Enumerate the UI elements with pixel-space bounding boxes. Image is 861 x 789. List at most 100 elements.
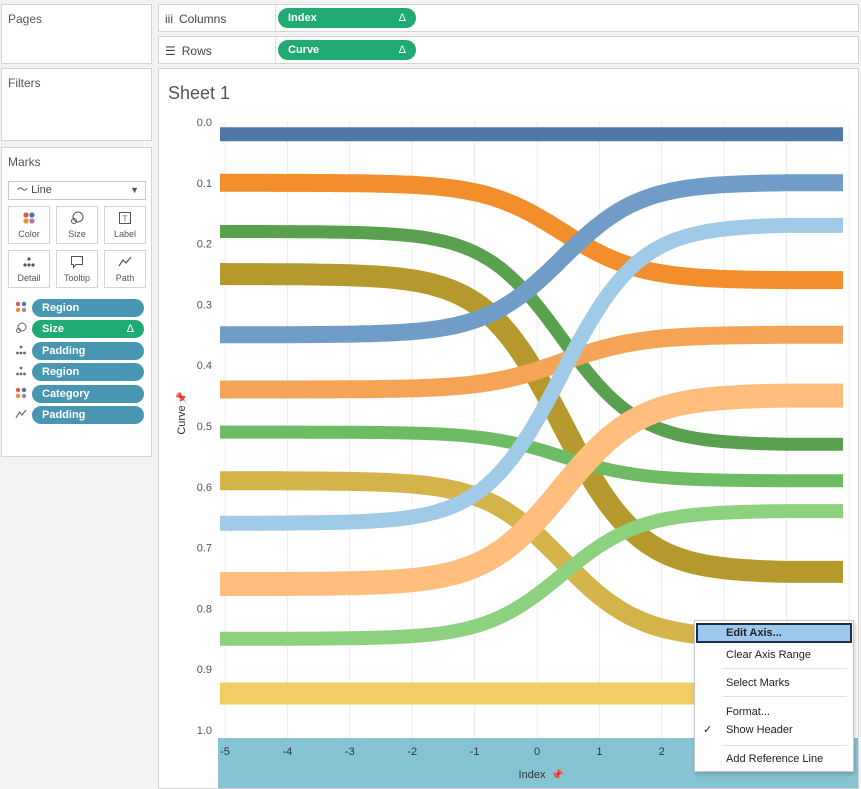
size-icon: [12, 322, 30, 337]
x-tick-label: -1: [470, 746, 480, 758]
path-icon: [12, 408, 30, 423]
pages-card[interactable]: Pages: [1, 4, 152, 64]
delta-icon: Δ: [398, 12, 406, 24]
checkmark-icon: ✓: [703, 724, 713, 736]
curve-pill-label: Curve: [288, 44, 320, 56]
series-line-4[interactable]: [220, 174, 843, 344]
filters-card[interactable]: Filters: [1, 68, 152, 141]
detail-button[interactable]: Detail: [8, 250, 50, 288]
marks-field-padding-path[interactable]: Padding: [12, 406, 144, 424]
field-pill-label: Size: [42, 323, 65, 335]
size-button[interactable]: Size: [56, 206, 98, 244]
series-line-10[interactable]: [220, 504, 843, 646]
y-tick-label: 0.5: [197, 421, 212, 433]
tooltip-icon: [57, 255, 97, 273]
color-dots-icon: [12, 387, 30, 402]
rows-shelf[interactable]: ☰ Rows Curve Δ: [158, 36, 859, 64]
sheet-title: Sheet 1: [168, 83, 231, 103]
field-pill[interactable]: Padding: [32, 342, 144, 360]
index-pill[interactable]: Index Δ: [278, 8, 416, 28]
field-pill[interactable]: Size Δ: [32, 320, 144, 338]
pages-title: Pages: [8, 12, 43, 26]
y-tick-label: 0.8: [197, 603, 212, 615]
path-button[interactable]: Path: [104, 250, 146, 288]
menu-item-show-header-label: Show Header: [726, 724, 793, 736]
pin-icon: 📌: [551, 768, 564, 781]
series-line-8[interactable]: [220, 217, 843, 531]
y-tick-label: 0.3: [197, 299, 212, 311]
size-button-label: Size: [68, 229, 86, 239]
size-icon: [57, 211, 97, 229]
label-button-label: Label: [113, 229, 137, 239]
mark-type-dropdown[interactable]: 〜 Line ▼: [8, 181, 146, 200]
x-tick-label: 1: [596, 746, 602, 758]
menu-item-select-marks[interactable]: Select Marks: [726, 677, 790, 689]
menu-item-edit-axis[interactable]: Edit Axis...: [696, 623, 852, 643]
filters-title: Filters: [8, 76, 41, 90]
index-pill-label: Index: [288, 12, 317, 24]
mark-type-value: Line: [31, 184, 52, 196]
detail-button-label: Detail: [17, 273, 41, 283]
marks-field-size[interactable]: Size Δ: [12, 320, 144, 338]
columns-label: Columns: [179, 12, 227, 26]
y-tick-label: 1.0: [197, 725, 212, 737]
columns-icon: iii: [165, 12, 173, 26]
series-line-2[interactable]: [220, 225, 843, 451]
tooltip-button-label: Tooltip: [63, 273, 90, 283]
x-tick-label: -5: [220, 746, 230, 758]
label-button[interactable]: T Label: [104, 206, 146, 244]
series-line-6[interactable]: [220, 425, 843, 488]
x-tick-label: -3: [345, 746, 355, 758]
field-pill[interactable]: Region: [32, 363, 144, 381]
field-pill[interactable]: Category: [32, 385, 144, 403]
tooltip-button[interactable]: Tooltip: [56, 250, 98, 288]
line-mark-icon: 〜: [17, 184, 28, 196]
y-tick-label: 0.9: [197, 664, 212, 676]
y-tick-label: 0.1: [197, 178, 212, 190]
menu-item-clear-axis-range[interactable]: Clear Axis Range: [726, 649, 811, 661]
delta-icon: Δ: [126, 323, 134, 335]
marks-field-region-detail[interactable]: Region: [12, 363, 144, 381]
field-pill[interactable]: Region: [32, 299, 144, 317]
y-tick-label: 0.4: [197, 360, 212, 372]
menu-item-add-reference-line[interactable]: Add Reference Line: [726, 753, 824, 765]
color-dots-icon: [9, 211, 49, 229]
marks-card: Marks 〜 Line ▼ Color Size T Label Detail…: [1, 147, 152, 457]
detail-icon: [12, 365, 30, 380]
axis-context-menu: Edit Axis... Clear Axis Range Select Mar…: [694, 620, 854, 772]
detail-icon: [12, 344, 30, 359]
field-pill[interactable]: Padding: [32, 406, 144, 424]
marks-field-region-color[interactable]: Region: [12, 299, 144, 317]
rows-icon: ☰: [165, 44, 176, 58]
curve-pill[interactable]: Curve Δ: [278, 40, 416, 60]
x-tick-label: 2: [659, 746, 665, 758]
y-tick-label: 0.6: [197, 482, 212, 494]
color-button[interactable]: Color: [8, 206, 50, 244]
color-button-label: Color: [18, 229, 40, 239]
path-icon: [105, 255, 145, 273]
series-line-5[interactable]: [220, 325, 843, 399]
menu-item-show-header[interactable]: ✓ Show Header: [695, 720, 853, 740]
marks-field-padding-detail[interactable]: Padding: [12, 342, 144, 360]
menu-item-format[interactable]: Format...: [726, 706, 771, 718]
svg-text:T: T: [123, 215, 128, 224]
pin-icon: 📌: [175, 391, 188, 404]
chevron-down-icon: ▼: [130, 185, 139, 195]
marks-field-category-color[interactable]: Category: [12, 385, 144, 403]
columns-shelf[interactable]: iii Columns Index Δ: [158, 4, 859, 32]
series-line-1[interactable]: [220, 173, 843, 290]
x-tick-label: 0: [534, 746, 540, 758]
delta-icon: Δ: [398, 44, 406, 56]
y-axis-title[interactable]: Curve: [176, 405, 188, 434]
x-tick-label: -4: [283, 746, 293, 758]
label-icon: T: [105, 211, 145, 229]
series-line-9[interactable]: [220, 383, 843, 597]
y-tick-label: 0.2: [197, 239, 212, 251]
x-axis-title[interactable]: Index: [519, 769, 546, 781]
y-tick-label: 0.0: [197, 117, 212, 129]
detail-icon: [9, 255, 49, 273]
y-tick-label: 0.7: [197, 543, 212, 555]
color-dots-icon: [12, 301, 30, 316]
rows-label: Rows: [181, 44, 212, 58]
